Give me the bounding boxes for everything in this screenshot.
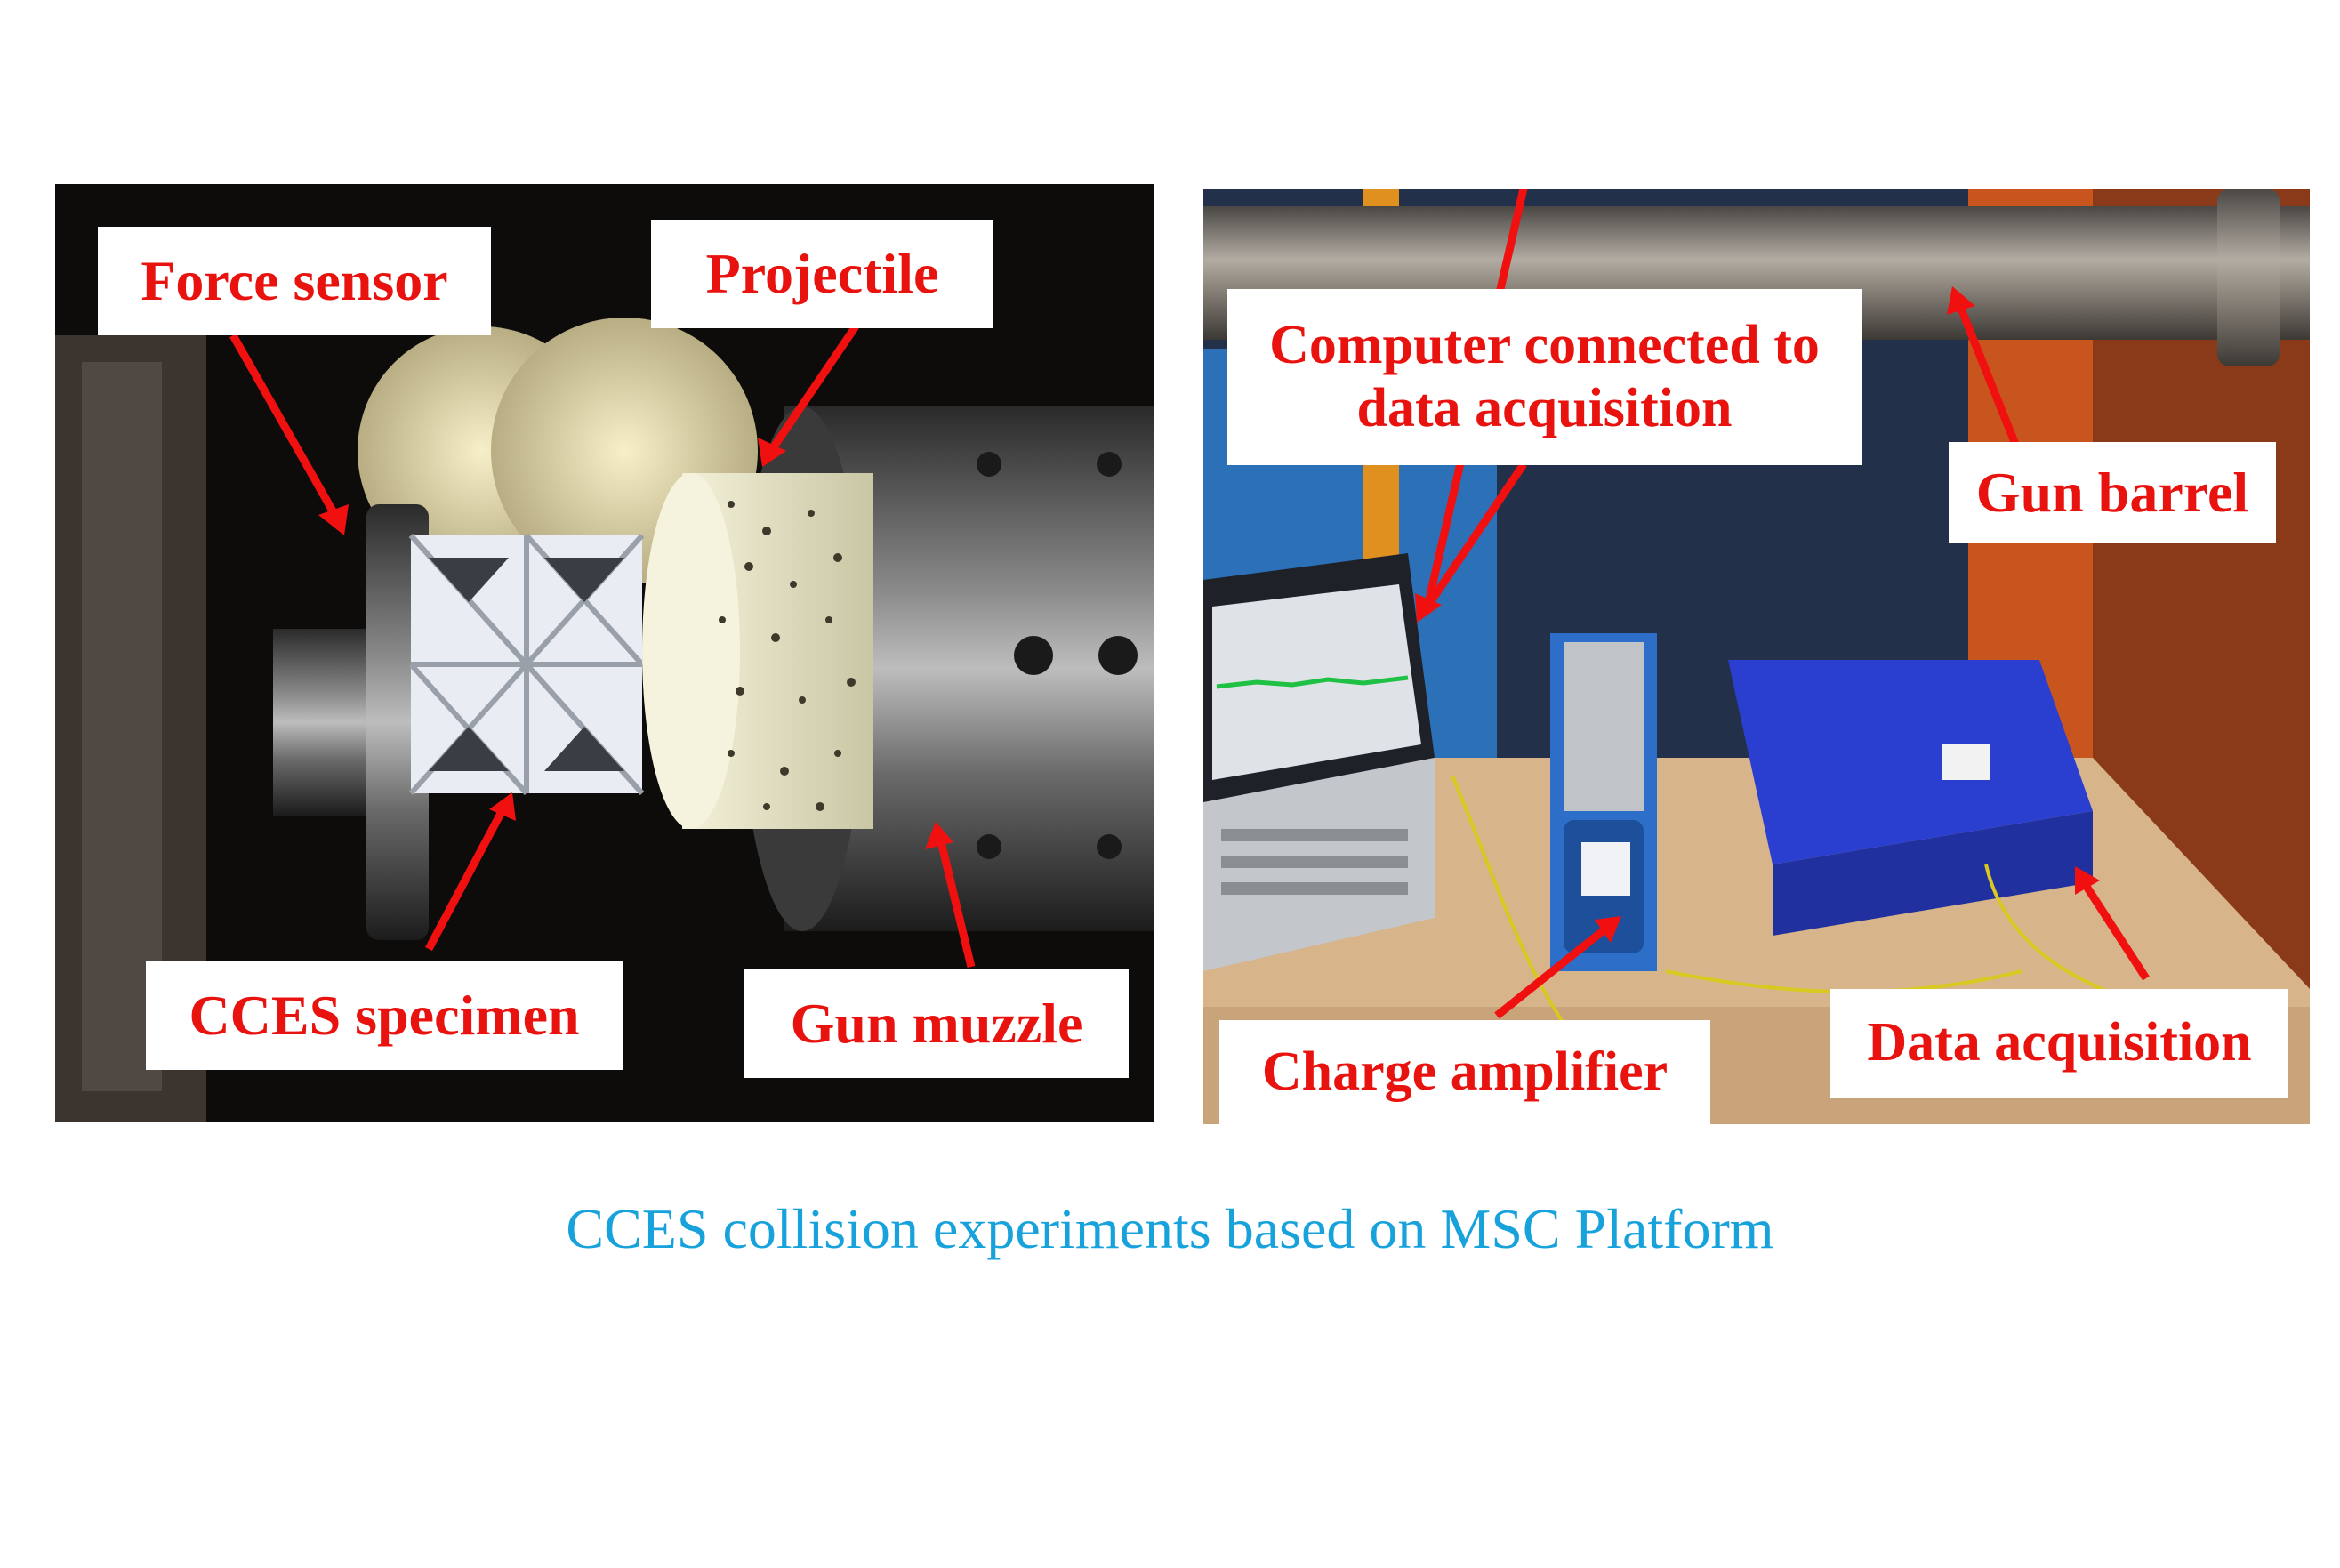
gun-barrel-label: Gun barrel xyxy=(1949,442,2276,543)
data-acquisition-label: Data acquisition xyxy=(1830,989,2288,1098)
charge-amplifier-label: Charge amplifier xyxy=(1219,1020,1710,1124)
gun-muzzle-label: Gun muzzle xyxy=(744,969,1129,1078)
computer-label-line2: data acquisition xyxy=(1356,378,1733,438)
left-photo: Force sensor Projectile CCES specimen Gu… xyxy=(55,184,1154,1122)
figure-caption: CCES collision experiments based on MSC … xyxy=(566,1197,1774,1260)
projectile-label: Projectile xyxy=(651,220,993,328)
cces-specimen-label: CCES specimen xyxy=(146,961,623,1070)
left-arrows xyxy=(229,324,976,969)
force-sensor-label: Force sensor xyxy=(98,227,491,335)
right-photo: Computer connected to data acquisition G… xyxy=(1203,189,2310,1124)
left-photo-illustration xyxy=(55,184,1154,1122)
right-arrows xyxy=(1415,189,2150,1019)
computer-label: Computer connected to data acquisition xyxy=(1227,289,1862,465)
computer-label-line1: Computer connected to xyxy=(1269,314,1820,375)
